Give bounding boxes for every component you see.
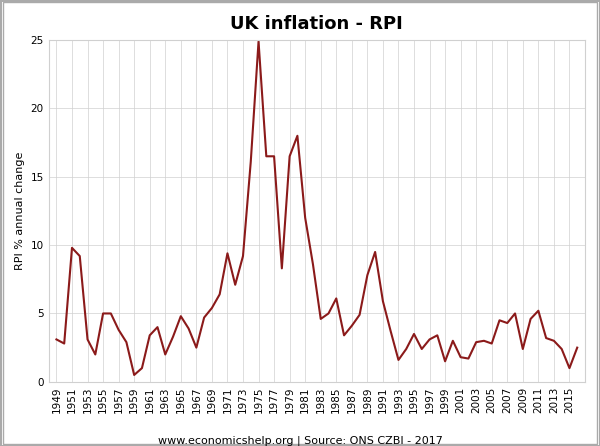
Y-axis label: RPI % annual change: RPI % annual change [15, 152, 25, 270]
Text: www.economicshelp.org | Source: ONS CZBI - 2017: www.economicshelp.org | Source: ONS CZBI… [158, 436, 442, 446]
Title: UK inflation - RPI: UK inflation - RPI [230, 15, 403, 33]
